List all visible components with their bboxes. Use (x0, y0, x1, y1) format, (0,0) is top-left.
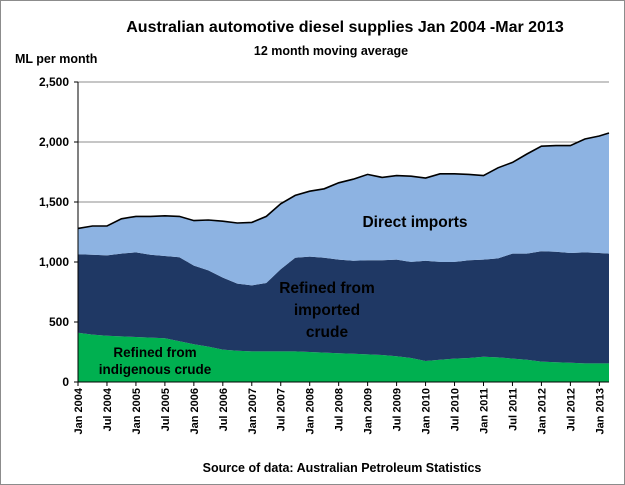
x-tick-label: Jul 2009 (392, 388, 404, 431)
y-tick-label: 1,000 (39, 255, 69, 269)
area-series-1 (78, 332, 609, 382)
total-line (77, 132, 610, 230)
chart-title: Australian automotive diesel supplies Ja… (126, 19, 564, 36)
area-series-3 (78, 133, 609, 286)
x-tick-label: Jan 2007 (247, 388, 259, 434)
y-tick-label: 0 (62, 375, 69, 389)
x-tick-label: Jul 2008 (334, 388, 346, 431)
y-tick-label: 2,000 (39, 135, 69, 149)
series-label-line: Direct imports (362, 214, 467, 231)
x-tick-label: Jan 2011 (479, 388, 491, 434)
x-tick-label: Jul 2011 (508, 388, 520, 431)
x-tick-label: Jan 2004 (73, 387, 85, 434)
series-label-line: Refined from (113, 345, 196, 360)
y-tick-labels: 0 500 1,000 1,500 2,000 2,500 (39, 75, 69, 389)
series-labels: Refined from indigenous crude Refined from… (99, 214, 468, 377)
x-tick-label: Jul 2007 (276, 388, 288, 431)
x-tick-labels: Jan 2004 Jul 2004 Jan 2005 Jul 2005 Jan 2006… (73, 387, 606, 434)
area-series-2 (78, 251, 609, 364)
y-axis-label: ML per month (15, 52, 97, 66)
x-tick-label: Jan 2005 (131, 388, 143, 434)
x-tick-label: Jul 2004 (102, 387, 114, 431)
chart-subtitle: 12 month moving average (254, 44, 408, 58)
series-label-line: Refined from (279, 280, 375, 297)
y-tick-label: 2,500 (39, 75, 69, 89)
x-tick-label: Jan 2010 (421, 388, 433, 434)
x-tick-label: Jan 2009 (363, 388, 375, 434)
x-tick-label: Jul 2012 (565, 388, 577, 431)
x-tick-label: Jan 2012 (536, 388, 548, 434)
x-tick-label: Jul 2010 (450, 388, 462, 431)
x-tick-label: Jan 2006 (189, 388, 201, 434)
series-label-line: indigenous crude (99, 362, 212, 377)
stacked-areas (77, 132, 610, 382)
y-tick-label: 1,500 (39, 195, 69, 209)
x-tick-label: Jan 2008 (305, 388, 317, 434)
x-tick-label: Jul 2005 (160, 388, 172, 431)
source-note: Source of data: Australian Petroleum Sta… (203, 461, 482, 475)
series-label-line: crude (306, 324, 349, 341)
series-label-line: imported (294, 302, 360, 319)
y-tick-label: 500 (49, 315, 69, 329)
x-tick-label: Jan 2013 (594, 388, 606, 434)
x-tick-label: Jul 2006 (218, 388, 230, 431)
axes (77, 82, 609, 386)
